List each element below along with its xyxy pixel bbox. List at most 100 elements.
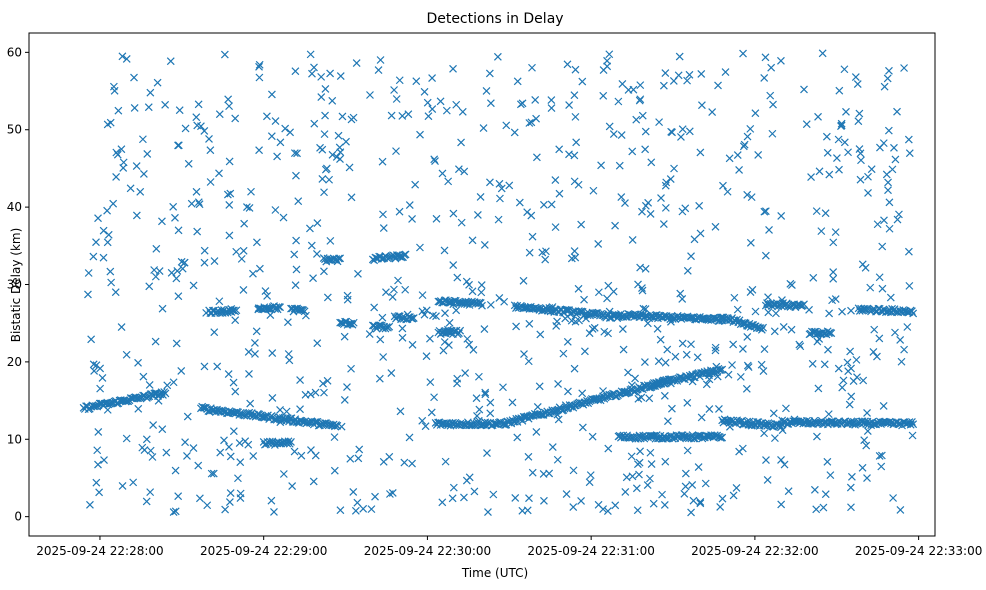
clutter-marker [711,343,720,352]
clutter-marker [599,91,608,100]
clutter-marker [632,484,641,493]
clutter-marker [103,238,112,247]
clutter-marker [309,274,317,283]
clutter-marker [152,244,161,253]
track-marker [456,326,465,335]
clutter-marker [395,76,404,85]
clutter-marker [416,130,424,139]
clutter-marker [682,350,691,359]
clutter-marker [508,398,517,407]
clutter-marker [659,220,668,228]
clutter-marker [739,49,747,58]
clutter-marker [578,77,587,86]
clutter-marker [279,470,288,478]
track-marker [276,303,284,312]
clutter-marker [513,77,522,86]
track-marker [718,365,727,374]
clutter-marker [567,316,576,325]
clutter-marker [719,181,727,190]
clutter-marker [786,279,795,288]
clutter-marker [347,364,355,373]
clutter-marker [109,82,118,91]
clutter-marker [570,151,579,160]
clutter-marker [512,322,521,331]
clutter-marker [118,52,127,61]
clutter-marker [640,358,649,366]
clutter-marker [896,336,905,344]
clutter-marker [842,107,850,116]
clutter-marker [787,325,796,334]
clutter-marker [825,309,834,318]
clutter-marker [570,91,579,100]
clutter-marker [236,458,245,467]
clutter-marker [205,135,213,143]
clutter-marker [104,230,113,239]
track-marker [300,307,309,316]
clutter-marker [577,220,586,229]
clutter-marker [320,388,328,397]
clutter-marker [515,198,524,207]
x-tick-label: 2025-09-24 22:31:00 [527,544,654,558]
clutter-marker [192,187,201,196]
x-axis-ticks: 2025-09-24 22:28:00 2025-09-24 22:29:00 20… [36,536,982,558]
track-marker [718,313,727,322]
clutter-marker [733,305,742,314]
clutter-marker [863,427,872,435]
clutter-marker [245,204,254,212]
clutter-marker [855,109,864,118]
track-marker [282,416,291,425]
clutter-marker [92,478,101,487]
clutter-marker [696,229,705,238]
clutter-marker [742,384,751,393]
clutter-marker [897,357,906,366]
clutter-marker [860,436,869,445]
clutter-marker [735,165,744,174]
clutter-marker [318,145,327,154]
clutter-marker [851,73,860,82]
track-marker [478,301,486,310]
clutter-marker [267,90,276,99]
clutter-marker [158,304,167,313]
clutter-marker [390,86,399,94]
clutter-marker [271,206,280,214]
clutter-marker [621,488,630,496]
clutter-marker [649,499,658,508]
clutter-marker [352,59,361,68]
clutter-marker [194,100,203,109]
clutter-marker [532,427,541,436]
clutter-marker [247,187,255,196]
clutter-marker [768,129,777,138]
clutter-marker [495,294,504,302]
clutter-marker [174,492,183,501]
clutter-marker [84,269,93,277]
clutter-marker [563,60,572,69]
clutter-marker [436,97,445,106]
clutter-marker [571,65,580,74]
clutter-marker [634,280,642,289]
clutter-marker [430,155,439,164]
clutter-marker [276,138,285,147]
clutter-marker [398,333,407,342]
clutter-marker [169,202,178,211]
track-marker [790,417,799,426]
clutter-marker [552,322,561,330]
clutter-marker [134,404,143,413]
clutter-marker [294,197,303,206]
clutter-marker [658,490,666,499]
clutter-marker [420,87,429,96]
clutter-marker [206,146,215,155]
x-tick-label: 2025-09-24 22:32:00 [691,544,818,558]
clutter-marker [513,433,522,442]
clutter-marker [847,392,856,401]
clutter-marker [146,88,155,97]
clutter-marker [171,507,180,516]
clutter-marker [754,151,763,159]
clutter-marker [853,80,862,88]
clutter-marker [84,290,92,299]
clutter-marker [765,225,773,234]
clutter-marker [225,157,234,166]
clutter-marker [343,295,352,304]
clutter-marker [151,337,160,346]
clutter-marker [824,345,832,354]
clutter-marker [426,378,435,387]
